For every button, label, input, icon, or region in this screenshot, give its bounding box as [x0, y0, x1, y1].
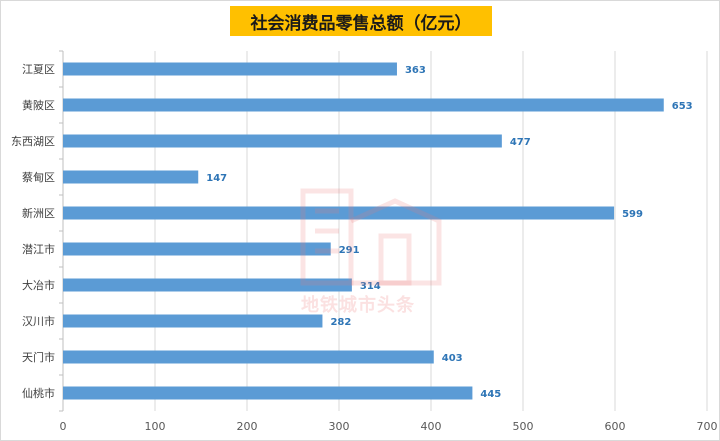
category-label: 潜江市 — [22, 242, 55, 256]
x-tick-label: 400 — [421, 420, 442, 433]
bar — [63, 242, 331, 256]
data-label: 282 — [330, 317, 351, 328]
category-label: 大冶市 — [22, 278, 55, 292]
data-label: 477 — [510, 137, 531, 148]
bar — [63, 386, 473, 400]
x-tick-label: 200 — [237, 420, 258, 433]
bar — [63, 170, 199, 184]
bar — [63, 62, 397, 76]
bar — [63, 98, 664, 112]
x-tick-label: 0 — [60, 420, 67, 433]
chart-title: 社会消费品零售总额（亿元） — [250, 13, 472, 34]
data-label: 314 — [360, 281, 381, 292]
data-label: 363 — [405, 65, 426, 76]
x-tick-label: 100 — [145, 420, 166, 433]
data-label: 403 — [442, 353, 463, 364]
data-label: 445 — [480, 389, 501, 400]
data-label: 147 — [206, 173, 227, 184]
category-label: 汉川市 — [22, 314, 55, 328]
data-label: 599 — [622, 209, 643, 220]
title-box: 社会消费品零售总额（亿元） — [230, 6, 492, 36]
bar — [63, 134, 502, 148]
data-label: 653 — [672, 101, 693, 112]
category-label: 新洲区 — [22, 206, 55, 220]
x-tick-label: 300 — [329, 420, 350, 433]
category-label: 江夏区 — [22, 63, 55, 76]
category-label: 天门市 — [22, 350, 55, 364]
bar — [63, 350, 434, 364]
bar — [63, 314, 323, 328]
bar — [63, 278, 352, 292]
category-label: 东西湖区 — [11, 135, 55, 148]
x-tick-label: 700 — [697, 420, 718, 433]
x-tick-label: 600 — [605, 420, 626, 433]
category-label: 蔡甸区 — [22, 171, 55, 184]
category-label: 仙桃市 — [22, 386, 55, 400]
bar — [63, 206, 615, 220]
data-label: 291 — [339, 245, 360, 256]
x-tick-label: 500 — [513, 420, 534, 433]
category-label: 黄陂区 — [22, 98, 55, 112]
